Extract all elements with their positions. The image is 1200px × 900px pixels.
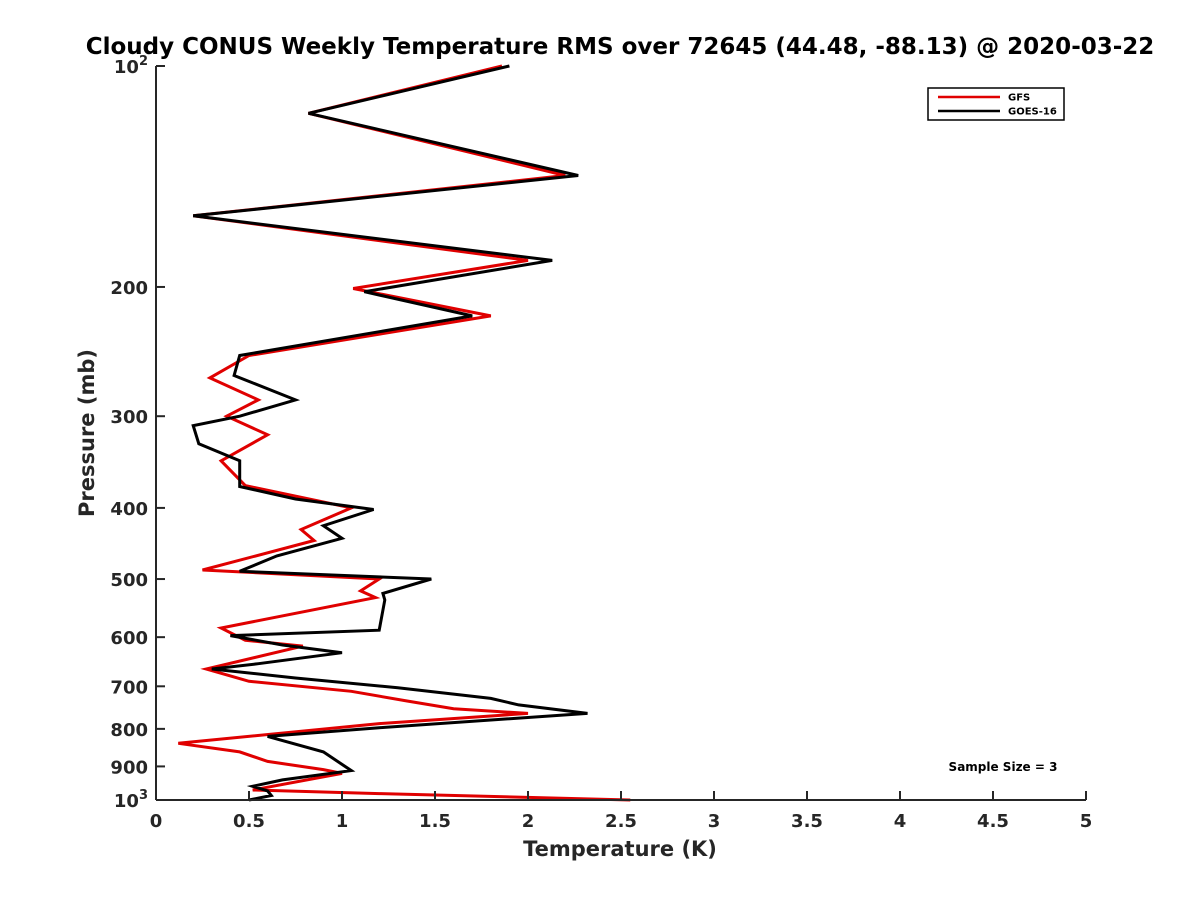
y-tick-label: 400 [110,499,148,520]
legend-label: GFS [1008,93,1030,104]
axes-layer: 0 0.5 1 1.5 2 2.5 3 3.5 4 4.5 5 102 200 300 400 500 600 7… [110,54,1092,832]
x-tick-label: 1.5 [419,811,451,832]
x-tick-label: 4.5 [977,811,1009,832]
y-tick-label: 700 [110,677,148,698]
series-layer [178,64,631,802]
sample-size-annotation: Sample Size = 3 [949,760,1058,774]
y-tick-label: 200 [110,278,148,299]
y-tick-label: 103 [114,788,148,812]
y-tick-label: 500 [110,570,148,591]
x-tick-label: 2 [522,811,535,832]
x-tick-label: 2.5 [605,811,637,832]
x-tick-label: 5 [1080,811,1093,832]
y-tick-label: 800 [110,720,148,741]
x-tick-label: 1 [336,811,349,832]
x-tick-label: 0.5 [233,811,265,832]
series-line-goes-16 [191,64,588,802]
y-axis-label: Pressure (mb) [75,349,99,517]
chart-title: Cloudy CONUS Weekly Temperature RMS over… [86,34,1155,60]
legend-label: GOES-16 [1008,107,1057,118]
legend-box [927,87,1065,121]
series-line-gfs [178,64,631,802]
y-tick-label: 102 [114,54,148,78]
y-tick-label: 600 [110,628,148,649]
x-tick-label: 4 [894,811,907,832]
x-axis-label: Temperature (K) [523,837,717,861]
x-tick-label: 3 [708,811,721,832]
x-tick-label: 3.5 [791,811,823,832]
legend: GFS GOES-16 [927,87,1065,121]
y-tick-label: 300 [110,407,148,428]
y-tick-label: 900 [110,757,148,778]
x-tick-label: 0 [150,811,163,832]
